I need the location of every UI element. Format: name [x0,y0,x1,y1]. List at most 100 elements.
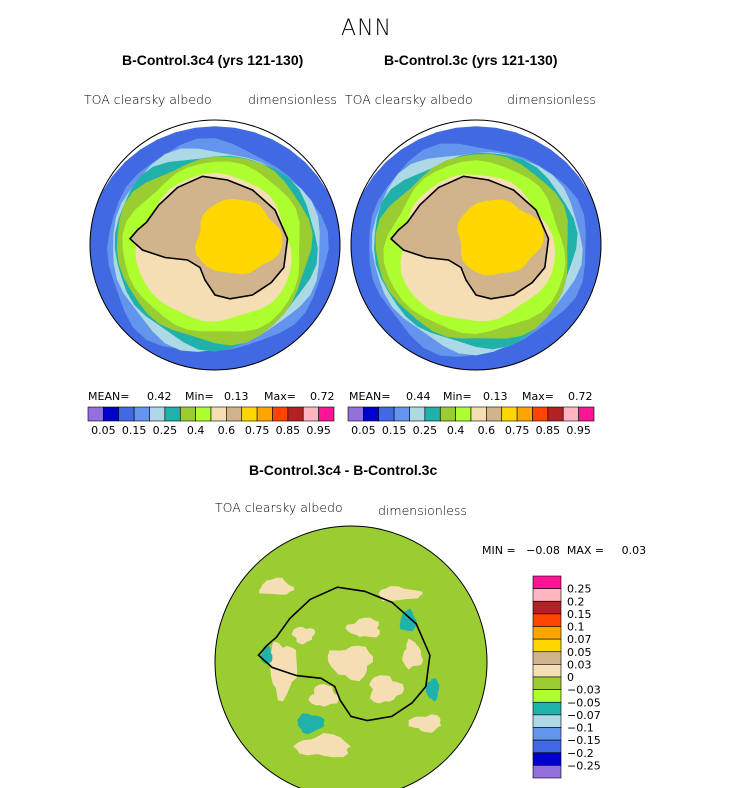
colorbar-tick-label: −0.07 [567,709,601,722]
colorbar-swatch [241,406,258,422]
panel-2-title: B-Control.3c (yrs 121-130) [384,52,558,68]
colorbar-swatch [302,406,319,422]
panel-2-min-label: Min= [443,390,472,403]
panel-1-mean-label: MEAN= [88,390,130,403]
high-albedo-plateau [195,199,283,275]
colorbar-tick-label: 0.75 [505,424,530,437]
positive-anomaly-patch [402,638,424,670]
colorbar-tick-label: 0 [567,671,574,684]
colorbar-swatch [501,406,518,422]
map-panel-2 [350,119,602,371]
colorbar-swatch [272,406,289,422]
diff-panel-variable: TOA clearsky albedo [215,500,343,515]
colorbar-tick-label: 0.03 [567,658,592,671]
colorbar-swatch [532,638,562,653]
panel-1-mean-value: 0.42 [147,390,172,403]
colorbar-tick-label: −0.1 [567,722,594,735]
map-border [214,525,488,788]
negative-anomaly-patch [399,608,417,632]
colorbar-tick-label: 0.4 [187,424,205,437]
coastline [389,175,550,300]
colorbar-swatch [287,406,304,422]
colorbar-swatch [532,406,549,422]
colorbar-swatch [378,406,395,422]
colorbar-swatch [87,406,104,422]
colorbar-tick-label: 0.4 [447,424,465,437]
map-border [350,119,602,371]
panel-2-max-label: Max= [522,390,554,403]
colorbar-tick-label: 0.05 [91,424,116,437]
colorbar-swatch [318,406,335,422]
diff-panel-stats: MIN = −0.08 MAX = 0.03 [482,544,647,557]
colorbar-swatch [532,676,562,690]
positive-anomaly-patch [369,675,405,704]
panel-1-title: B-Control.3c4 (yrs 121-130) [122,52,304,68]
colorbar-swatch [516,406,533,422]
colorbar-swatch [256,406,273,422]
panel-2-mean-value: 0.44 [406,390,431,403]
positive-anomaly-patch [293,732,351,758]
colorbar-tick-label: 0.15 [122,424,147,437]
colorbar-tick-label: 0.15 [382,424,407,437]
colorbar-swatch [439,406,456,422]
colorbar-swatch [486,406,503,422]
panel-2-min-value: 0.13 [483,390,508,403]
panel-1-units: dimensionless [248,92,337,107]
diff-panel-units: dimensionless [378,503,467,518]
map-border [89,119,341,371]
panel-2-variable: TOA clearsky albedo [345,92,473,107]
colorbar-swatch [532,752,562,766]
panel-1-variable: TOA clearsky albedo [84,92,212,107]
colorbar-swatch [547,406,564,422]
colorbar-swatch [532,689,562,703]
positive-anomaly-patch [378,586,423,602]
colorbar-tick-label: 0.07 [567,633,592,646]
colorbar-tick-label: −0.15 [567,734,601,747]
map-panel-1 [89,119,341,371]
colorbar-swatch [532,727,562,741]
colorbar-tick-label: 0.95 [566,424,591,437]
colorbar-swatch [149,406,166,422]
high-albedo-plateau [457,199,544,276]
season-title: ANN [341,16,392,41]
panel-2-mean-label: MEAN= [349,390,391,403]
positive-anomaly-patch [345,617,380,638]
colorbar-swatch [532,613,562,627]
positive-anomaly-patch [408,714,442,733]
coastline [128,175,289,300]
colorbar-swatch [532,588,562,602]
colorbar-swatch [532,701,562,716]
colorbar-tick-label: 0.6 [218,424,236,437]
colorbar-swatch [210,406,227,422]
colorbar-tick-label: 0.75 [245,424,270,437]
colorbar-tick-label: 0.25 [567,583,592,596]
colorbar-swatch [562,406,579,422]
colorbar-swatch [470,406,487,422]
colorbar-swatch [118,406,135,422]
colorbar-tick-label: 0.6 [478,424,496,437]
colorbar-tick-label: −0.03 [567,684,601,697]
colorbar-tick-label: 0.85 [536,424,561,437]
colorbar-swatch [226,406,243,422]
colorbar-panel-2: 0.05 0.15 0.25 0.4 0.6 0.75 0.85 0.95 [347,406,595,437]
colorbar-swatch [532,575,562,589]
negative-anomaly-patch [425,678,440,702]
coastline [257,586,431,722]
colorbar-tick-label: 0.2 [567,595,585,608]
negative-anomaly-patch [297,713,325,735]
colorbar-swatch [103,406,120,422]
colorbar-swatch [578,406,595,422]
colorbar-tick-label: 0.15 [567,608,592,621]
colorbar-diff: 0.250.20.150.10.070.050.030−0.03−0.05−0.… [532,575,601,779]
panel-1-min-value: 0.13 [224,390,249,403]
colorbar-tick-label: 0.1 [567,621,585,634]
panel-1-max-value: 0.72 [310,390,335,403]
panel-1-max-label: Max= [264,390,296,403]
colorbar-swatch [532,714,562,728]
colorbar-tick-label: 0.05 [351,424,376,437]
panel-2-max-value: 0.72 [568,390,593,403]
diff-panel-title: B-Control.3c4 - B-Control.3c [249,462,438,478]
colorbar-swatch [164,406,181,422]
positive-anomaly-patch [327,645,374,682]
